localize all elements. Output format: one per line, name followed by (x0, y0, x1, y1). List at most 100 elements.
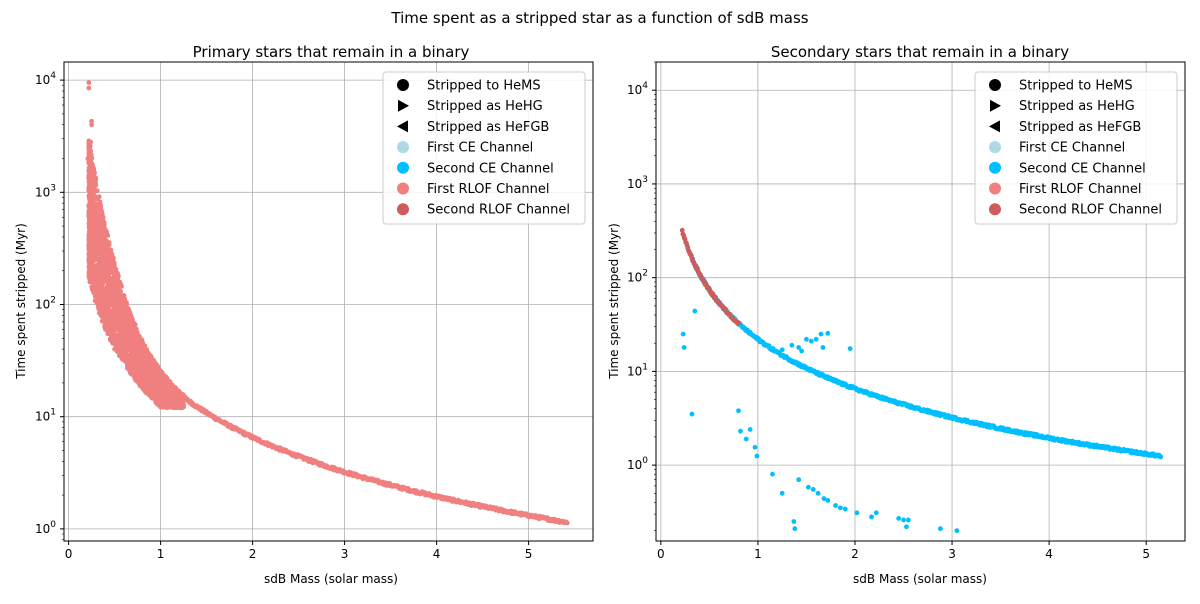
x-tick-label: 5 (525, 547, 533, 561)
data-point (89, 122, 94, 128)
plot-frame (655, 61, 1186, 542)
data-point (779, 490, 785, 496)
data-point (838, 505, 843, 511)
data-point (124, 329, 130, 335)
panel-title: Secondary stars that remain in a binary (771, 43, 1069, 61)
data-point (127, 343, 133, 349)
x-tick-label: 3 (948, 547, 956, 561)
data-point (127, 354, 133, 359)
x-tick-label: 5 (1142, 547, 1150, 561)
data-point (119, 345, 124, 351)
data-point (109, 311, 115, 317)
data-point (158, 368, 164, 374)
data-point (88, 139, 94, 145)
data-point (87, 187, 93, 193)
data-point (107, 336, 113, 342)
y-axis-ticks: 100 101 102 103 104 (35, 71, 64, 541)
data-point (123, 341, 129, 347)
x-tick-label: 1 (157, 547, 165, 561)
data-point (110, 303, 116, 309)
data-point (90, 267, 95, 272)
data-point (132, 322, 138, 327)
data-point (736, 320, 741, 326)
data-point (88, 191, 94, 197)
primary-stars-panel: 0 1 2 3 4 5 100 101 102 103 104 Primary stars tha… (14, 43, 594, 586)
y-tick-label: 100 (35, 520, 56, 536)
data-point (112, 327, 118, 332)
data-point (692, 308, 698, 314)
data-point (106, 299, 112, 305)
data-point (95, 287, 101, 293)
data-point (86, 144, 92, 150)
y-tick-label: 102 (35, 295, 56, 311)
data-point (101, 249, 107, 254)
legend-label: Stripped as HeFGB (1019, 120, 1141, 135)
first-ce-channel-marker (989, 141, 1001, 154)
stripped-as-hehg-marker (398, 99, 409, 112)
legend-label: Second RLOF Channel (427, 203, 570, 218)
data-point (116, 281, 122, 287)
legend-label: First RLOF Channel (1019, 182, 1142, 197)
data-point (1158, 454, 1164, 460)
data-point (564, 520, 570, 526)
data-point (96, 262, 102, 268)
legend-label: Stripped as HeFGB (427, 120, 549, 135)
data-point (689, 411, 695, 417)
data-point (167, 394, 173, 400)
legend-label: Second RLOF Channel (1019, 203, 1162, 218)
data-point (87, 260, 93, 266)
data-point (113, 266, 119, 272)
y-axis-label: Time spent stripped (Myr) (14, 223, 28, 380)
data-point (736, 408, 741, 414)
data-point (95, 195, 101, 201)
data-point (96, 282, 102, 287)
data-point (100, 235, 106, 241)
data-point (95, 239, 101, 245)
x-tick-label: 0 (65, 547, 73, 561)
stripped-as-hefgb-marker (397, 120, 408, 133)
data-point (107, 262, 113, 268)
data-point (789, 342, 795, 348)
data-point (99, 256, 105, 262)
data-point (105, 331, 111, 337)
data-point (113, 290, 119, 296)
data-point (154, 401, 160, 407)
data-point (97, 251, 103, 257)
data-point (108, 286, 113, 292)
data-point (792, 526, 798, 532)
data-point (140, 369, 146, 374)
data-point (157, 373, 162, 378)
data-point (146, 378, 152, 384)
data-point (156, 377, 161, 383)
data-point (160, 403, 166, 409)
data-point (138, 353, 144, 359)
data-point (87, 216, 93, 222)
data-point (145, 367, 151, 373)
data-point (93, 229, 99, 235)
legend-label: Stripped to HeMS (1019, 79, 1133, 94)
data-point (107, 295, 113, 301)
data-point (813, 336, 819, 342)
data-point (111, 318, 117, 324)
data-point (747, 427, 753, 432)
data-point (164, 405, 170, 410)
data-point (110, 257, 116, 263)
data-point (104, 230, 110, 236)
panel-title: Primary stars that remain in a binary (193, 43, 470, 61)
data-point (113, 270, 119, 276)
legend-box (382, 71, 586, 225)
y-axis-ticks: 100 101 102 103 104 (627, 61, 656, 531)
data-point (738, 428, 743, 434)
data-point (129, 319, 135, 324)
data-point (779, 347, 785, 353)
data-point (99, 287, 104, 293)
data-point (96, 225, 102, 230)
data-point (681, 345, 687, 350)
data-point (93, 201, 99, 207)
data-point (86, 85, 92, 91)
data-point (815, 490, 821, 496)
data-point (107, 275, 113, 281)
data-point (102, 324, 108, 330)
data-point (91, 284, 97, 290)
data-point (113, 334, 119, 340)
